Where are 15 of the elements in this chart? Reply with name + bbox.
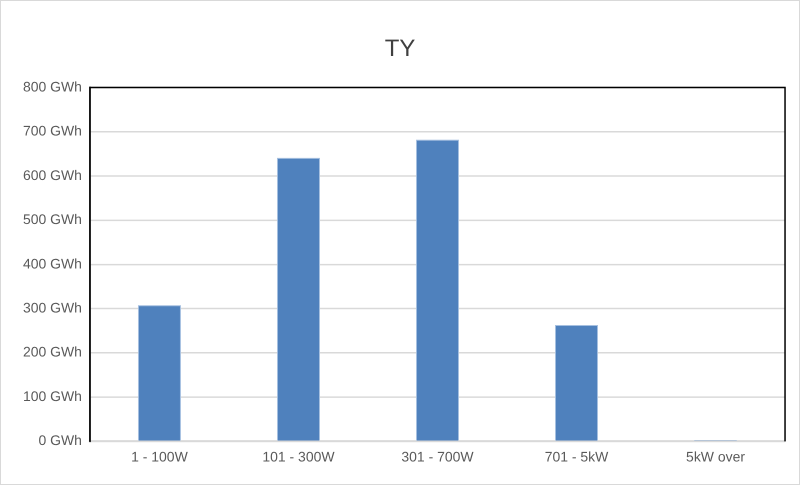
x-tick-label: 1 - 100W	[131, 448, 189, 465]
y-tick-label: 800 GWh	[23, 78, 82, 94]
y-tick-label: 0 GWh	[38, 432, 82, 448]
y-tick-label: 400 GWh	[23, 255, 82, 272]
x-tick-label: 101 - 300W	[262, 448, 336, 465]
x-tick-label: 301 - 700W	[401, 448, 474, 465]
y-tick-label: 500 GWh	[23, 211, 82, 228]
y-tick-label: 300 GWh	[23, 300, 82, 316]
x-tick-label: 5kW over	[686, 448, 746, 465]
x-tick-label: 701 - 5kW	[544, 448, 610, 465]
y-tick-label: 100 GWh	[23, 388, 82, 404]
y-tick-label: 600 GWh	[23, 166, 82, 183]
y-tick-label: 700 GWh	[23, 122, 82, 139]
y-tick-label: 200 GWh	[23, 344, 82, 360]
chart-title: TY	[384, 34, 416, 62]
